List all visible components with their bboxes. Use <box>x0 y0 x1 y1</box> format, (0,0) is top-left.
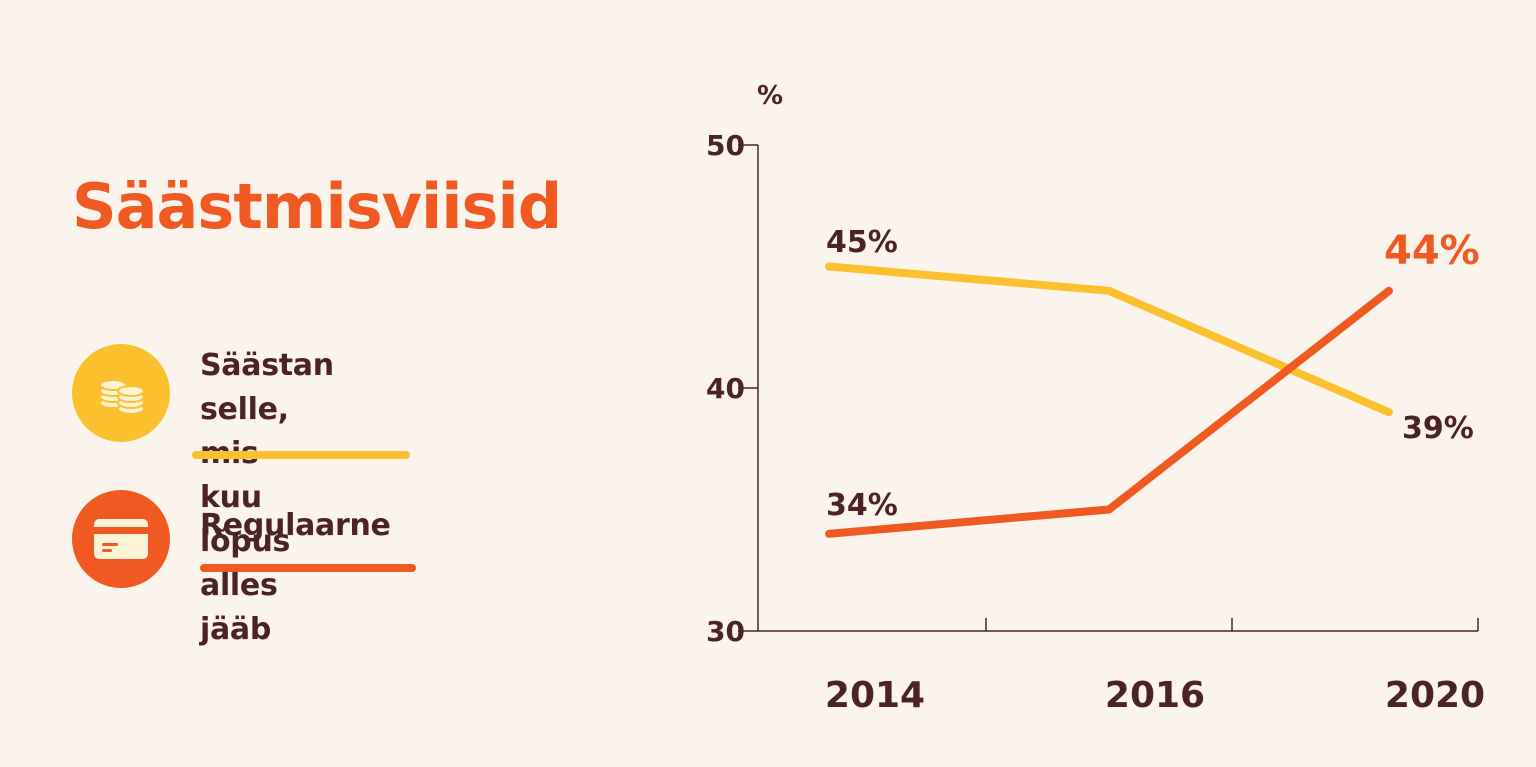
series-line-yellow <box>825 262 1393 417</box>
y-tick-label: 50 <box>706 129 745 162</box>
legend-line-orange <box>200 564 416 572</box>
y-tick-label: 30 <box>706 615 745 648</box>
series-line-orange <box>825 286 1393 538</box>
y-axis-unit: % <box>757 81 783 111</box>
data-label: 45% <box>826 225 898 260</box>
data-label-highlight: 44% <box>1384 228 1480 274</box>
data-label: 39% <box>1402 411 1474 446</box>
x-tick-label: 2020 <box>1385 675 1485 716</box>
coins-icon <box>72 344 170 442</box>
credit-card-icon <box>72 490 170 588</box>
data-label: 34% <box>826 488 898 523</box>
legend-line-yellow <box>192 451 410 459</box>
chart-title: Säästmisviisid <box>72 170 562 243</box>
x-tick-label: 2016 <box>1105 675 1205 716</box>
legend-label-regulaarne: Regulaarne <box>200 508 391 543</box>
x-tick-label: 2014 <box>825 675 925 716</box>
legend-label-line2: kuu lõpus alles jääb <box>200 480 291 647</box>
y-tick-label: 40 <box>706 372 745 405</box>
